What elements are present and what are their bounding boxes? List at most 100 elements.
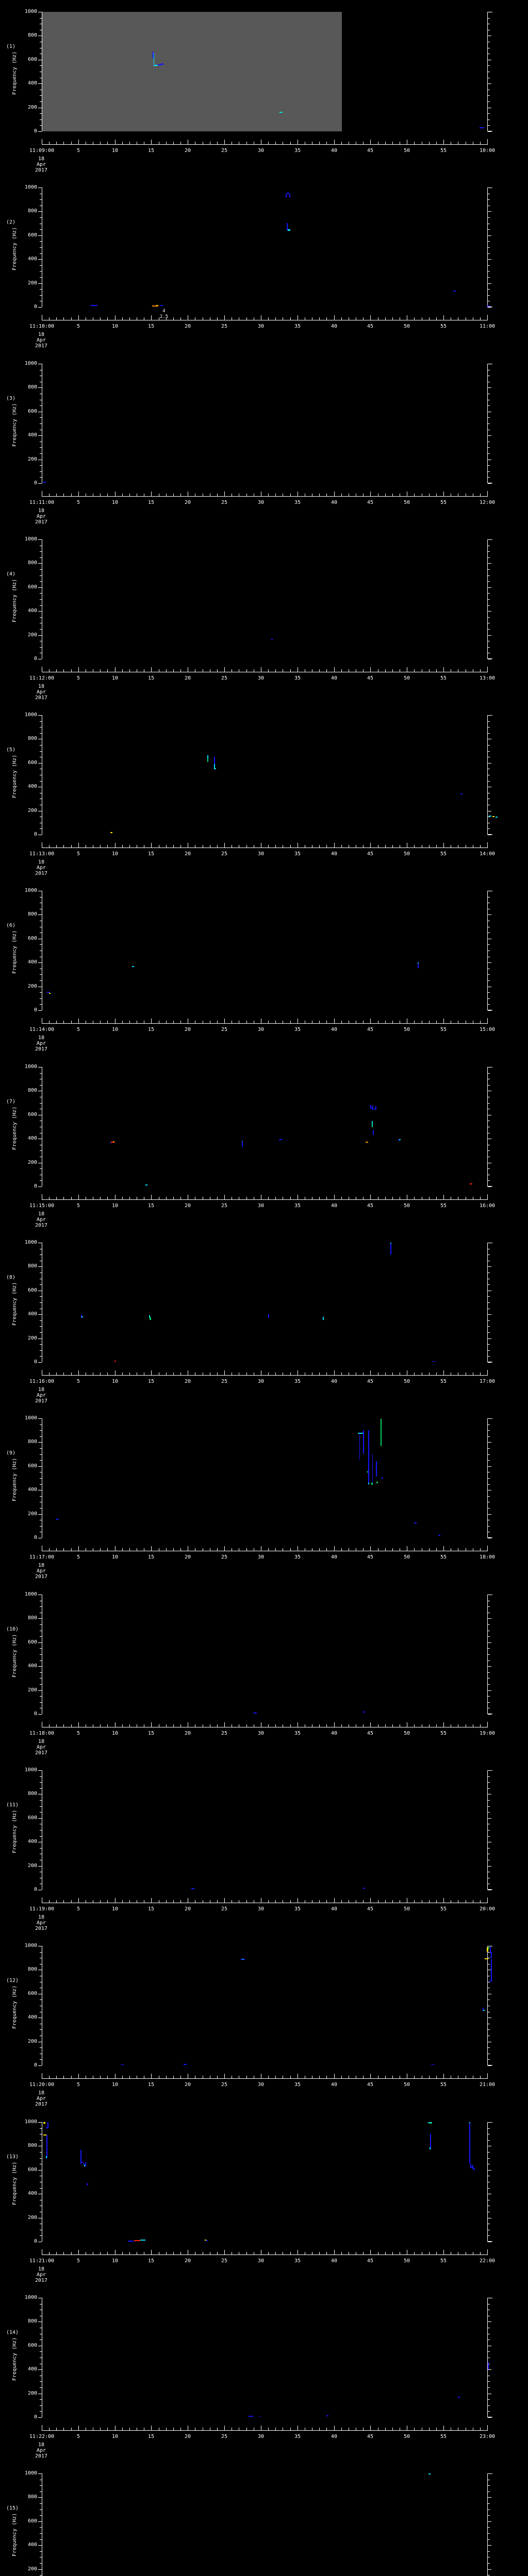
spectrogram-panel: (2) Frequency (Hz) 0 200 400 600 800 1000 5 10 15 2… — [0, 176, 528, 351]
y-tick-right — [488, 715, 491, 716]
x-minor-tick — [56, 845, 57, 848]
spectrogram-panel: (4) Frequency (Hz) 0 200 400 600 800 1000 5 10 15 2… — [0, 528, 528, 703]
event-annotation-bottom: 2.5 — [159, 314, 169, 319]
y-tick-left — [38, 2569, 42, 2570]
x-minor-tick — [166, 2252, 167, 2255]
x-axis-end-tick — [487, 1722, 488, 1727]
x-start-time-label: 11:09:00 — [29, 148, 55, 154]
y-tick-left — [40, 2515, 42, 2516]
x-tick-label: 25 — [221, 500, 228, 505]
x-minor-tick — [385, 142, 386, 144]
x-minor-tick — [392, 142, 393, 144]
y-tick-right — [488, 1866, 491, 1867]
x-minor-tick — [319, 2252, 320, 2255]
x-minor-tick — [414, 2076, 415, 2078]
y-tick-right — [488, 733, 490, 734]
x-major-tick — [115, 492, 116, 496]
y-tick-left — [40, 2029, 42, 2030]
y-tick-right — [488, 914, 491, 915]
x-tick-label: 20 — [184, 2258, 191, 2264]
detection-mark — [374, 1109, 375, 1110]
y-tick-label: 0 — [34, 304, 37, 310]
x-major-tick — [334, 1546, 335, 1551]
x-end-time-label: 13:00 — [479, 675, 496, 681]
detection-mark — [487, 1947, 488, 1952]
y-tick-left — [38, 2545, 42, 2546]
y-tick-left — [38, 1418, 42, 1419]
x-minor-tick — [341, 1197, 342, 1199]
x-minor-tick — [363, 2428, 364, 2430]
x-tick-label: 50 — [403, 2082, 410, 2088]
y-tick-left — [40, 113, 42, 114]
y-tick-right — [488, 125, 490, 126]
x-axis-end-tick — [487, 315, 488, 320]
detection-mark — [268, 1314, 269, 1318]
x-tick-label: 30 — [257, 500, 265, 505]
x-tick-label: 45 — [367, 1554, 374, 1560]
spectrogram-panel: (3) Frequency (Hz) 0 200 400 600 800 1000 5 10 15 2… — [0, 352, 528, 528]
y-tick-left — [40, 247, 42, 248]
y-tick-right — [488, 1326, 490, 1327]
y-tick-left — [40, 1448, 42, 1449]
y-axis-right-spine — [487, 1946, 488, 2065]
x-major-tick — [370, 2426, 371, 2430]
x-tick-label: 35 — [294, 2082, 301, 2088]
x-minor-tick — [480, 669, 481, 672]
x-tick-label: 55 — [440, 1379, 447, 1384]
y-tick-label: 600 — [27, 1287, 37, 1293]
y-tick-left — [40, 593, 42, 594]
x-minor-tick — [63, 1548, 64, 1551]
x-major-tick — [78, 1898, 79, 1903]
y-tick-right — [488, 307, 491, 308]
y-tick-left — [38, 83, 42, 84]
y-tick-label: 1000 — [24, 1415, 37, 1421]
x-end-time-label: 17:00 — [479, 1379, 496, 1384]
x-minor-tick — [341, 142, 342, 144]
detection-mark — [47, 2122, 48, 2128]
y-tick-left — [40, 781, 42, 782]
x-minor-tick — [326, 2428, 327, 2430]
x-minor-tick — [71, 317, 72, 320]
detection-mark — [49, 993, 51, 994]
x-tick-label: 45 — [367, 1379, 374, 1384]
y-tick-label: 400 — [27, 256, 37, 262]
x-minor-tick — [392, 845, 393, 848]
detection-mark — [418, 962, 419, 963]
y-tick-left — [38, 1666, 42, 1667]
y-tick-right — [488, 95, 490, 96]
y-tick-right — [488, 974, 490, 975]
x-tick-label: 55 — [440, 1203, 447, 1209]
y-tick-label: 600 — [27, 1463, 37, 1469]
x-minor-tick — [290, 2252, 291, 2255]
x-end-time-label: 23:00 — [479, 2434, 496, 2439]
y-tick-left — [40, 2503, 42, 2504]
x-minor-tick — [414, 1197, 415, 1199]
x-tick-label: 40 — [331, 148, 338, 154]
detection-mark — [206, 2240, 208, 2241]
x-tick-label: 15 — [147, 675, 155, 681]
detection-mark — [207, 755, 208, 759]
detection-mark — [214, 768, 216, 769]
y-tick-right — [488, 18, 490, 19]
y-tick-right — [488, 1836, 490, 1837]
date-month-label: Apr — [36, 2272, 46, 2278]
x-minor-tick — [319, 1724, 320, 1727]
date-month-label: Apr — [36, 1568, 46, 1574]
x-minor-tick — [217, 1900, 218, 1903]
x-tick-label: 15 — [147, 500, 155, 505]
x-minor-tick — [290, 1372, 291, 1375]
detection-mark — [326, 2415, 328, 2416]
x-major-tick — [334, 492, 335, 496]
x-tick-label: 5 — [76, 2082, 80, 2088]
x-minor-tick — [414, 669, 415, 672]
x-major-tick — [443, 1370, 444, 1375]
x-minor-tick — [107, 1197, 108, 1199]
panel-number-label: (10) — [6, 1626, 19, 1632]
x-minor-tick — [217, 1724, 218, 1727]
y-tick-right — [488, 1770, 491, 1771]
x-major-tick — [370, 2250, 371, 2255]
x-tick-label: 35 — [294, 2258, 301, 2264]
x-start-time-label: 11:20:00 — [29, 2082, 55, 2088]
detection-mark — [259, 2416, 260, 2417]
x-minor-tick — [319, 2428, 320, 2430]
